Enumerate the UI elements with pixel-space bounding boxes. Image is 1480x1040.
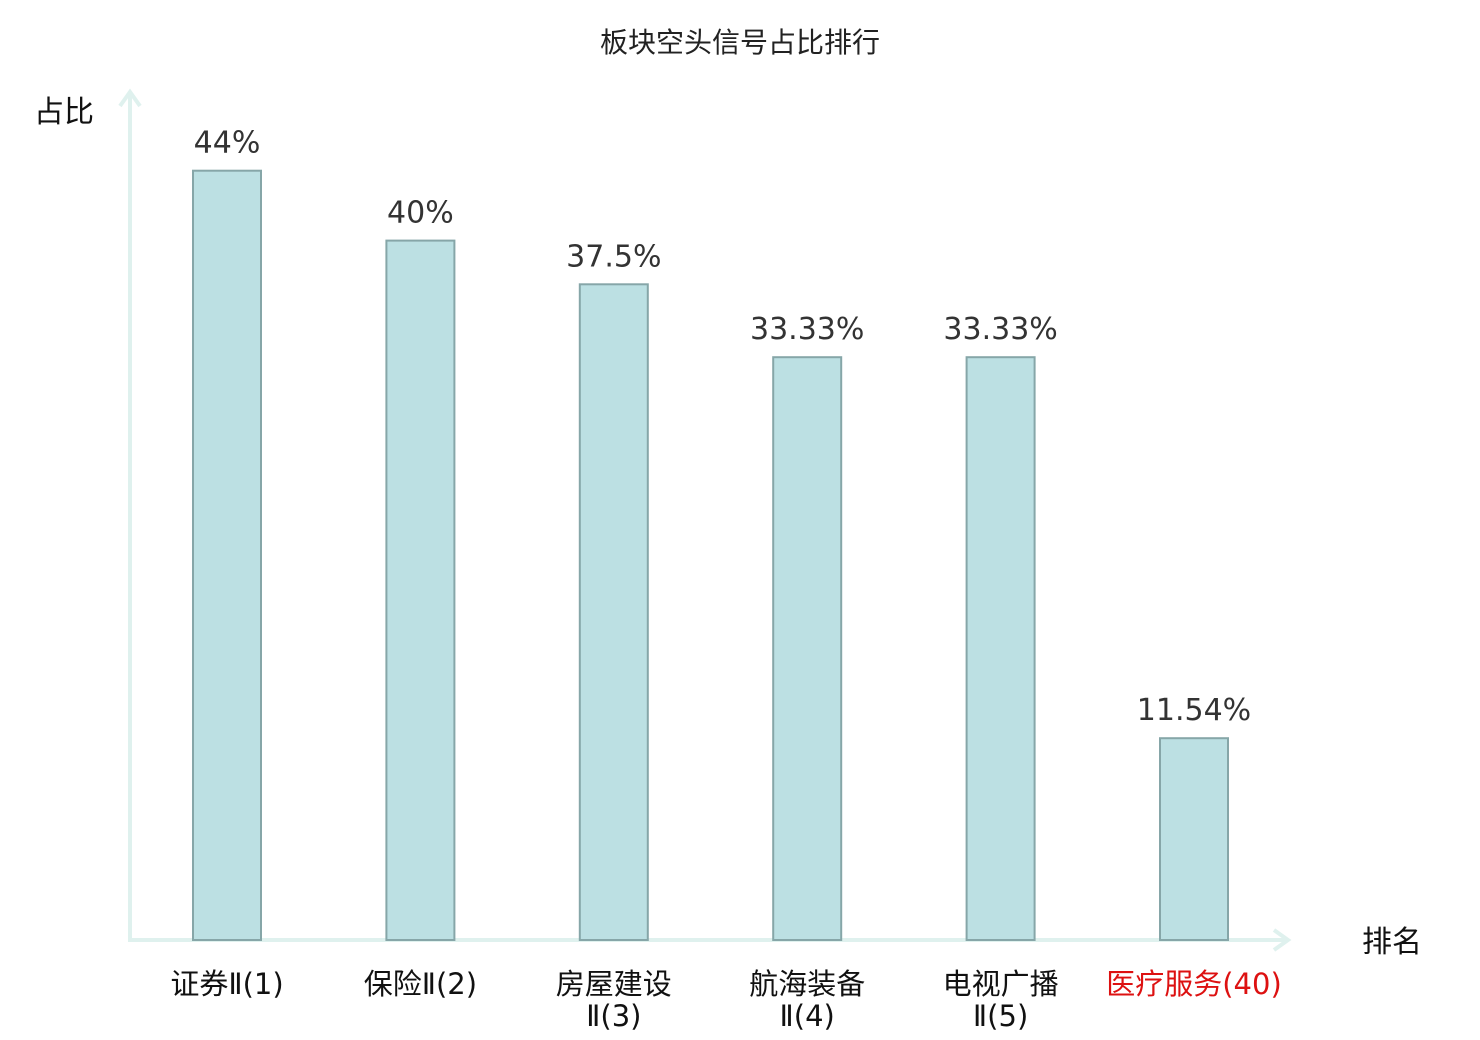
chart-title: 板块空头信号占比排行 <box>600 26 880 59</box>
axes <box>118 88 1292 952</box>
category-label-3-line-2: Ⅱ(3) <box>586 999 641 1033</box>
x-axis-arrow <box>1272 928 1292 952</box>
category-label-5-line-2: Ⅱ(5) <box>973 999 1028 1033</box>
value-labels: 44% 40% 37.5% 33.33% 33.33% 11.54% <box>194 126 1252 729</box>
x-axis-title: 排名 <box>1362 925 1422 960</box>
category-label-2: 保险Ⅱ(2) <box>364 967 477 1001</box>
category-label-4-line-2: Ⅱ(4) <box>780 999 835 1033</box>
bar-5 <box>965 356 1036 941</box>
category-label-6: 医疗服务(40) <box>1106 967 1282 1001</box>
category-label-1: 证券Ⅱ(1) <box>170 967 283 1001</box>
value-label-5: 33.33% <box>943 312 1057 347</box>
bar-1 <box>192 169 262 941</box>
bar-6 <box>1159 737 1229 942</box>
value-label-2: 40% <box>387 196 454 231</box>
bar-3 <box>578 283 649 941</box>
value-label-1: 44% <box>194 126 261 161</box>
value-label-4: 33.33% <box>750 312 864 347</box>
y-axis-arrow <box>118 88 142 108</box>
y-axis-title: 占比 <box>34 95 94 130</box>
value-label-6: 11.54% <box>1137 693 1251 728</box>
value-label-3: 37.5% <box>566 239 661 274</box>
bar-4 <box>772 356 843 941</box>
category-label-5-line-1: 电视广播 <box>943 967 1059 1001</box>
bars <box>192 169 1229 942</box>
category-label-3-line-1: 房屋建设 <box>556 967 672 1001</box>
bar-2 <box>385 239 456 942</box>
category-label-4-line-1: 航海装备 <box>749 967 865 1001</box>
